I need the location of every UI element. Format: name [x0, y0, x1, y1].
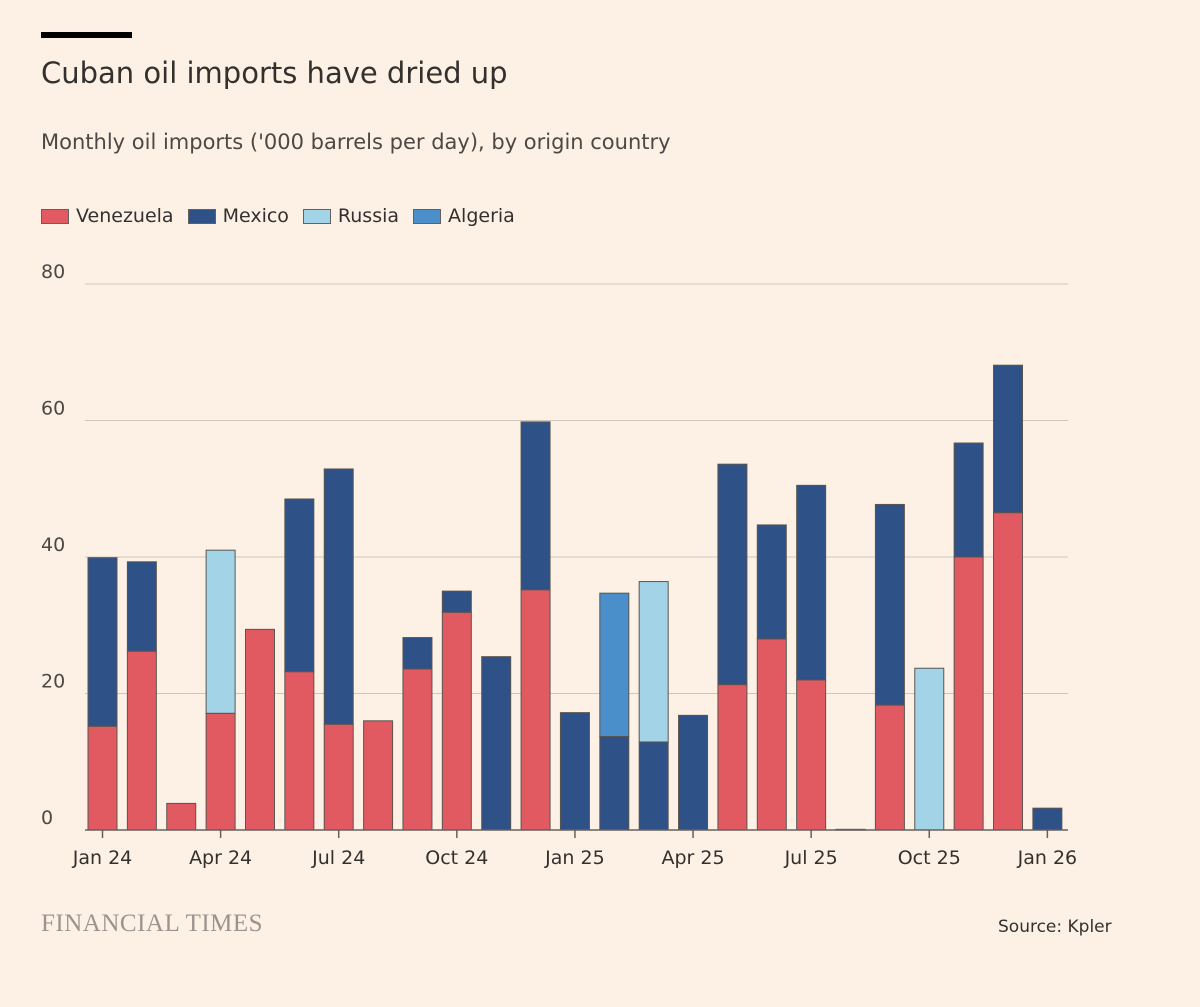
bar-venezuela-jun-24	[284, 671, 315, 831]
bar-mexico-jul-24	[323, 468, 354, 725]
bar-venezuela-jul-25	[796, 679, 827, 831]
x-tick-label-jul-24: Jul 24	[311, 847, 365, 869]
x-tick-label-jan-24: Jan 24	[72, 847, 133, 869]
legend-label-algeria: Algeria	[448, 205, 515, 227]
y-tick-label-40: 40	[41, 534, 65, 556]
bar-algeria-feb-25	[599, 592, 630, 737]
bar-venezuela-jun-25	[756, 638, 787, 831]
bar-mexico-may-25	[717, 463, 748, 686]
bar-mexico-jan-24	[87, 557, 118, 727]
bar-venezuela-oct-24	[441, 611, 472, 831]
x-tick-label-oct-24: Oct 24	[425, 847, 488, 869]
x-tick-label-jan-25: Jan 25	[544, 847, 605, 869]
legend-label-mexico: Mexico	[222, 205, 289, 227]
bar-mexico-oct-24	[441, 590, 472, 613]
top-rule	[41, 32, 132, 38]
x-tick-label-jul-25: Jul 25	[784, 847, 838, 869]
bar-mexico-apr-25	[678, 714, 709, 831]
legend-swatch-mexico	[187, 208, 216, 224]
bar-venezuela-feb-24	[126, 650, 157, 831]
bar-mexico-jan-26	[1032, 807, 1063, 831]
bar-mexico-jun-24	[284, 498, 315, 673]
y-tick-label-60: 60	[41, 398, 65, 420]
ft-logo-text: FINANCIAL TIMES	[41, 910, 264, 937]
x-tick-label-jan-26: Jan 26	[1017, 847, 1078, 869]
bar-venezuela-jan-24	[87, 725, 118, 831]
bar-mexico-nov-25	[953, 442, 984, 558]
bar-venezuela-may-25	[717, 684, 748, 831]
bar-mexico-dec-24	[520, 421, 551, 591]
bar-mexico-feb-25	[599, 735, 630, 831]
bar-chart: 0 20 40 60 80 Jan 24 Apr 24 Jul 24 Oct 24 Jan 25 A…	[41, 261, 1078, 869]
bar-russia-oct-25	[914, 667, 945, 831]
legend: Venezuela Mexico Russia Algeria	[41, 205, 529, 227]
legend-item-russia: Russia	[302, 205, 400, 227]
bar-venezuela-mar-24	[166, 802, 197, 831]
legend-swatch-venezuela	[41, 208, 69, 224]
bar-russia-apr-24	[205, 549, 236, 714]
y-tick-label-20: 20	[41, 671, 65, 693]
legend-item-venezuela: Venezuela	[41, 205, 174, 227]
bar-mexico-nov-24	[481, 656, 512, 831]
bar-russia-mar-25	[638, 581, 669, 743]
bar-venezuela-jul-24	[323, 723, 354, 831]
legend-swatch-algeria	[413, 208, 442, 224]
chart-title: Cuban oil imports have dried up	[41, 56, 508, 90]
legend-item-mexico: Mexico	[187, 205, 289, 227]
x-tick-label-oct-25: Oct 25	[898, 847, 961, 869]
bar-venezuela-nov-25	[953, 556, 984, 831]
bar-mexico-sep-25	[874, 503, 905, 706]
legend-swatch-russia	[302, 208, 331, 224]
bar-mexico-dec-25	[993, 364, 1024, 514]
bar-mexico-jan-25	[559, 712, 590, 831]
chart-subtitle: Monthly oil imports ('000 barrels per da…	[41, 130, 671, 154]
y-tick-label-80: 80	[41, 261, 65, 283]
bar-venezuela-dec-24	[520, 589, 551, 831]
bar-mexico-mar-25	[638, 741, 669, 831]
legend-label-russia: Russia	[337, 205, 400, 227]
bar-venezuela-may-24	[244, 628, 275, 831]
source-note: Source: Kpler	[998, 917, 1112, 937]
x-tick-label-apr-24: Apr 24	[189, 847, 252, 869]
bar-venezuela-sep-24	[402, 668, 433, 831]
legend-item-algeria: Algeria	[413, 205, 515, 227]
bar-mexico-feb-24	[126, 561, 157, 652]
bar-venezuela-sep-25	[874, 704, 905, 831]
bar-venezuela-aug-24	[363, 720, 394, 831]
bar-venezuela-dec-25	[993, 512, 1024, 831]
legend-label-venezuela: Venezuela	[76, 205, 174, 227]
bar-mexico-jul-25	[796, 484, 827, 681]
bar-venezuela-apr-24	[205, 712, 236, 831]
y-tick-label-0: 0	[41, 807, 53, 829]
bar-mexico-sep-24	[402, 637, 433, 670]
bar-mexico-jun-25	[756, 524, 787, 640]
x-tick-label-apr-25: Apr 25	[662, 847, 725, 869]
